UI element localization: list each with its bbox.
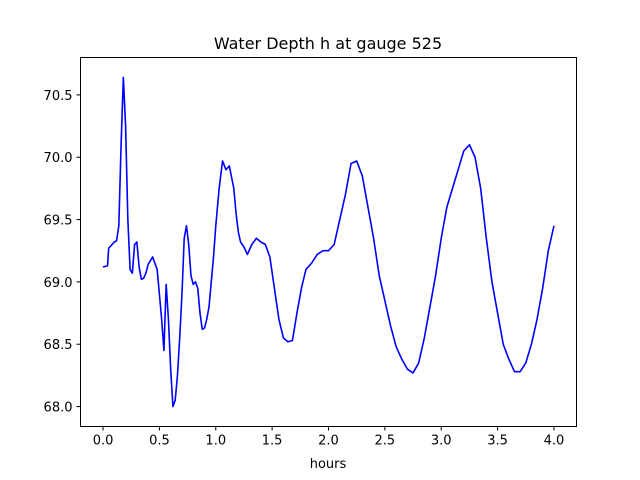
- x-tick-label: 3.5: [487, 434, 508, 449]
- x-tick-label: 2.0: [318, 434, 339, 449]
- plot-area: [102, 76, 555, 408]
- plot-frame: [80, 57, 577, 427]
- x-tick-label: 4.0: [544, 434, 565, 449]
- y-axis-ticks: 68.0 68.5 69.0 69.5 70.0 70.5: [44, 89, 81, 416]
- x-tick-label: 2.5: [375, 434, 396, 449]
- x-axis-label: hours: [310, 457, 347, 472]
- x-tick-label: 3.0: [431, 434, 452, 449]
- x-tick-label: 1.5: [262, 434, 283, 449]
- x-axis-ticks: 0.0 0.5 1.0 1.5 2.0 2.5 3.0 3.5 4.0: [93, 426, 565, 449]
- chart-title: Water Depth h at gauge 525: [214, 34, 442, 53]
- y-tick-label: 70.0: [44, 151, 73, 166]
- y-tick-label: 70.5: [44, 89, 73, 104]
- y-tick-label: 68.0: [44, 401, 73, 416]
- x-tick-label: 1.0: [205, 434, 226, 449]
- y-tick-label: 69.0: [44, 276, 73, 291]
- series-line-0: [102, 76, 555, 408]
- x-tick-label: 0.5: [149, 434, 170, 449]
- y-tick-label: 69.5: [44, 214, 73, 229]
- y-tick-label: 68.5: [44, 338, 73, 353]
- x-tick-label: 0.0: [93, 434, 114, 449]
